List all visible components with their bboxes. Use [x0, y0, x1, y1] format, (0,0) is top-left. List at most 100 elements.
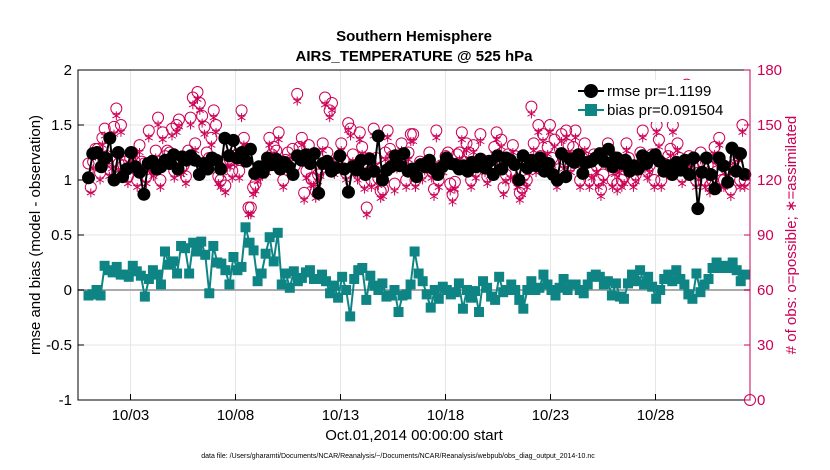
obs-assimilated-point-129	[383, 133, 392, 143]
x-tick-label-3: 10/18	[427, 407, 465, 424]
bias-point-150	[687, 293, 698, 304]
obs-assimilated-point-272	[715, 140, 724, 150]
obs-assimilated-point-61	[225, 162, 235, 172]
bias-point-10	[123, 271, 134, 282]
obs-assimilated-point-49	[197, 118, 207, 128]
obs-assimilated-point-21	[133, 182, 142, 192]
obs-assimilated-point-179	[499, 190, 508, 200]
bias-point-76	[389, 285, 400, 295]
obs-assimilated-point-167	[471, 173, 480, 183]
bias-point-73	[377, 278, 388, 289]
bias-point-40	[244, 237, 255, 248]
legend: rmse pr=1.1199 bias pr=0.091504	[576, 80, 728, 122]
obs-assimilated-point-59	[221, 188, 230, 198]
rmse-point-112	[559, 170, 573, 184]
rmse-point-31	[214, 162, 228, 176]
obs-assimilated-point-212	[575, 182, 585, 192]
right-tick-label-3: 90	[757, 227, 774, 244]
bias-point-131	[610, 278, 621, 289]
obs-assimilated-point-26	[144, 133, 153, 143]
obs-assimilated-point-282	[738, 127, 747, 137]
rmse-point-0	[82, 171, 95, 185]
bias-point-118	[558, 274, 569, 284]
bias-point-14	[139, 291, 150, 302]
obs-assimilated-point-228	[613, 186, 622, 196]
bias-point-15	[143, 274, 154, 284]
bias-point-135	[627, 269, 638, 280]
bias-point-55	[304, 265, 315, 276]
right-tick-label-4: 120	[757, 172, 782, 189]
obs-assimilated-point-113	[346, 131, 355, 141]
obs-assimilated-point-180	[501, 177, 511, 187]
bias-point-45	[264, 232, 275, 243]
bias-point-159	[723, 263, 734, 273]
rmse-point-115	[572, 148, 586, 162]
bias-point-6	[107, 267, 118, 278]
rmse-point-69	[376, 173, 390, 187]
bias-point-115	[546, 285, 557, 295]
obs-assimilated-point-65	[235, 173, 244, 183]
bias-point-85	[425, 302, 436, 313]
bias-point-94	[461, 285, 472, 295]
rmse-point-141	[682, 168, 696, 181]
rmse-point-4	[99, 151, 113, 165]
bias-point-144	[663, 269, 674, 280]
bias-point-30	[204, 288, 215, 299]
bias-point-110	[526, 276, 537, 287]
rmse-point-13	[137, 187, 151, 201]
rmse-point-5	[103, 131, 117, 145]
left-y-ticks: -1 -0.5 0 0.5 1 1.5 2	[46, 62, 84, 409]
obs-assimilated-point-45	[188, 100, 197, 110]
obs-assimilated-point-90	[293, 96, 302, 106]
rmse-point-143	[691, 202, 705, 216]
obs-assimilated-point-244	[650, 182, 659, 192]
bias-point-80	[405, 279, 416, 290]
bias-point-48	[276, 279, 287, 290]
legend-bias-label: bias pr=0.091504	[607, 102, 723, 119]
obs-assimilated-point-161	[457, 135, 466, 145]
rmse-point-7	[111, 146, 125, 159]
obs-assimilated-point-216	[585, 182, 594, 192]
bias-point-155	[707, 263, 718, 273]
bias-point-59	[321, 276, 332, 287]
obs-assimilated-point-119	[360, 184, 369, 194]
obs-assimilated-point-92	[297, 140, 306, 150]
y-axis-label-left: rmse and bias (model - observation)	[27, 115, 44, 355]
obs-assimilated-point-132	[390, 186, 399, 196]
bias-point-107	[514, 294, 525, 305]
bias-point-151	[691, 268, 702, 279]
bias-point-47	[272, 227, 283, 238]
bias-point-160	[727, 257, 738, 268]
rmse-point-122	[601, 142, 615, 156]
obs-assimilated-point-122	[367, 182, 376, 192]
bias-point-81	[409, 246, 420, 257]
obs-assimilated-point-252	[668, 127, 678, 137]
bias-series	[83, 222, 750, 322]
obs-assimilated-point-84	[279, 182, 288, 192]
bias-point-104	[502, 285, 513, 295]
bias-point-62	[333, 292, 344, 303]
y-axis-label-right: # of obs: o=possible; ∗=assimilated	[783, 116, 800, 355]
rmse-point-116	[576, 166, 590, 180]
rmse-point-153	[733, 147, 747, 161]
obs-assimilated-point-30	[153, 120, 163, 130]
obs-assimilated-point-44	[186, 120, 195, 130]
bias-point-70	[365, 270, 376, 281]
obs-assimilated-point-53	[207, 140, 216, 150]
bias-point-83	[417, 276, 428, 287]
obs-assimilated-point-283	[740, 182, 749, 192]
obs-assimilated-point-149	[429, 192, 439, 201]
rmse-point-147	[708, 182, 722, 196]
obs-assimilated-point-55	[211, 127, 221, 137]
bias-point-65	[345, 311, 356, 322]
bias-point-121	[570, 279, 581, 290]
obs-assimilated-point-116	[353, 175, 362, 185]
bias-point-19	[159, 246, 170, 257]
obs-assimilated-point-220	[594, 182, 603, 192]
bias-point-133	[618, 293, 629, 304]
rmse-point-97	[495, 162, 509, 176]
bias-point-112	[534, 282, 545, 293]
right-tick-label-5: 150	[757, 117, 782, 134]
bias-point-137	[635, 265, 646, 276]
bias-point-162	[735, 276, 746, 287]
